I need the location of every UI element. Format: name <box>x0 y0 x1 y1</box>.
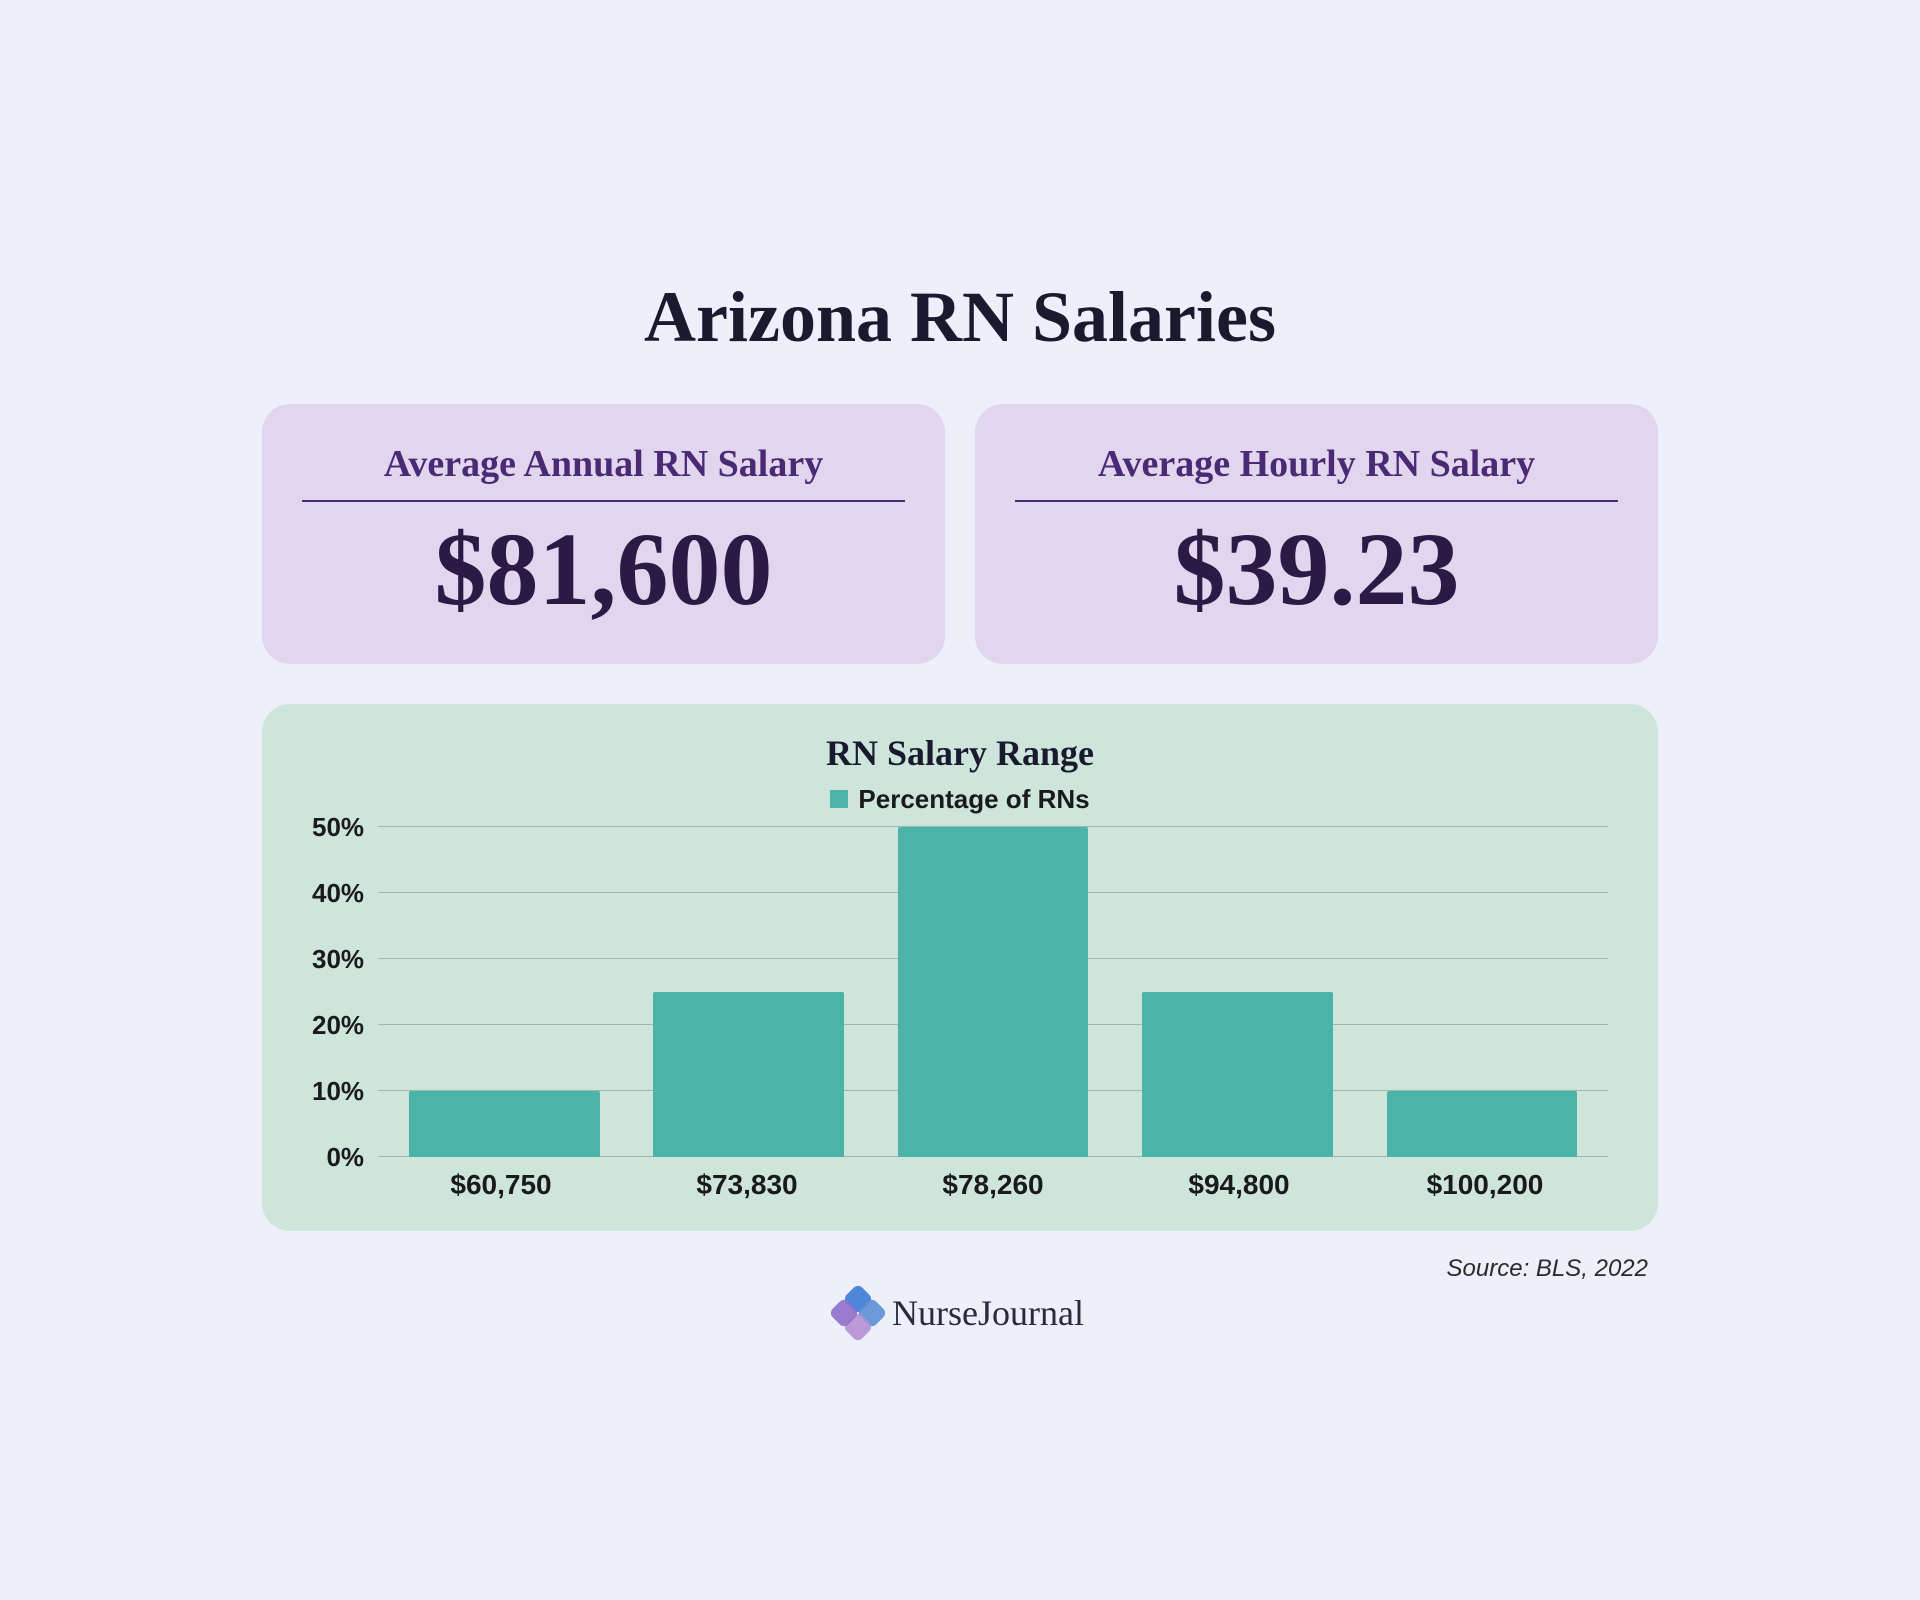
chart-title: RN Salary Range <box>312 732 1608 774</box>
footer-logo: NurseJournal <box>262 1291 1658 1335</box>
salary-range-chart-card: RN Salary Range Percentage of RNs 50%40%… <box>262 704 1658 1231</box>
legend-swatch <box>830 790 848 808</box>
chart-plot-area <box>378 827 1608 1157</box>
x-tick: $100,200 <box>1362 1169 1608 1201</box>
hourly-salary-label: Average Hourly RN Salary <box>1015 442 1618 502</box>
annual-salary-label: Average Annual RN Salary <box>302 442 905 502</box>
logo-text: NurseJournal <box>892 1292 1084 1334</box>
chart-bar <box>1142 992 1333 1157</box>
page-title: Arizona RN Salaries <box>262 276 1658 359</box>
logo-icon <box>836 1291 880 1335</box>
chart-legend: Percentage of RNs <box>312 784 1608 815</box>
chart-bars <box>378 827 1608 1157</box>
infographic-container: Arizona RN Salaries Average Annual RN Sa… <box>192 226 1728 1375</box>
x-tick: $94,800 <box>1116 1169 1362 1201</box>
chart-bar <box>898 827 1089 1157</box>
chart-bar <box>409 1091 600 1157</box>
chart-bar <box>653 992 844 1157</box>
annual-salary-card: Average Annual RN Salary $81,600 <box>262 404 945 664</box>
x-tick: $60,750 <box>378 1169 624 1201</box>
hourly-salary-value: $39.23 <box>1015 518 1618 622</box>
stat-cards-row: Average Annual RN Salary $81,600 Average… <box>262 404 1658 664</box>
chart-x-axis: $60,750$73,830$78,260$94,800$100,200 <box>312 1169 1608 1201</box>
annual-salary-value: $81,600 <box>302 518 905 622</box>
x-tick: $73,830 <box>624 1169 870 1201</box>
x-tick: $78,260 <box>870 1169 1116 1201</box>
source-text: Source: BLS, 2022 <box>262 1255 1658 1283</box>
chart-bar <box>1387 1091 1578 1157</box>
chart-plot-wrap: 50%40%30%20%10%0% <box>312 827 1608 1157</box>
chart-y-axis: 50%40%30%20%10%0% <box>312 827 378 1157</box>
hourly-salary-card: Average Hourly RN Salary $39.23 <box>975 404 1658 664</box>
legend-label: Percentage of RNs <box>858 784 1089 815</box>
